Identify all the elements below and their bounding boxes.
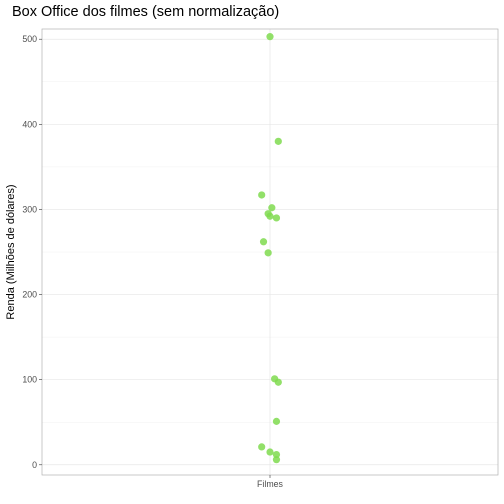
x-axis: Filmes xyxy=(257,475,284,489)
y-tick-label: 500 xyxy=(22,34,37,44)
data-point xyxy=(272,214,281,222)
data-point xyxy=(266,448,274,456)
y-tick-label: 200 xyxy=(22,290,37,300)
data-point xyxy=(266,33,274,41)
data-point xyxy=(272,456,281,464)
y-axis: 0 100 200 300 400 500 xyxy=(22,34,42,470)
data-point xyxy=(274,378,282,386)
y-axis-title: Renda (Milhões de dólares) xyxy=(5,184,17,319)
y-tick-label: 300 xyxy=(22,204,37,214)
data-point xyxy=(264,249,272,257)
data-point xyxy=(272,450,281,459)
data-point xyxy=(258,443,266,451)
y-tick-label: 400 xyxy=(22,119,37,129)
data-points xyxy=(258,33,282,464)
data-point xyxy=(274,137,282,145)
x-tick-label: Filmes xyxy=(257,479,284,489)
data-point xyxy=(266,212,274,220)
data-point xyxy=(268,204,276,212)
data-point xyxy=(259,238,268,246)
y-tick-label: 100 xyxy=(22,375,37,385)
chart-title: Box Office dos filmes (sem normalização) xyxy=(12,4,280,20)
data-point xyxy=(258,191,266,199)
data-point xyxy=(272,417,281,425)
y-tick-label: 0 xyxy=(32,460,37,470)
